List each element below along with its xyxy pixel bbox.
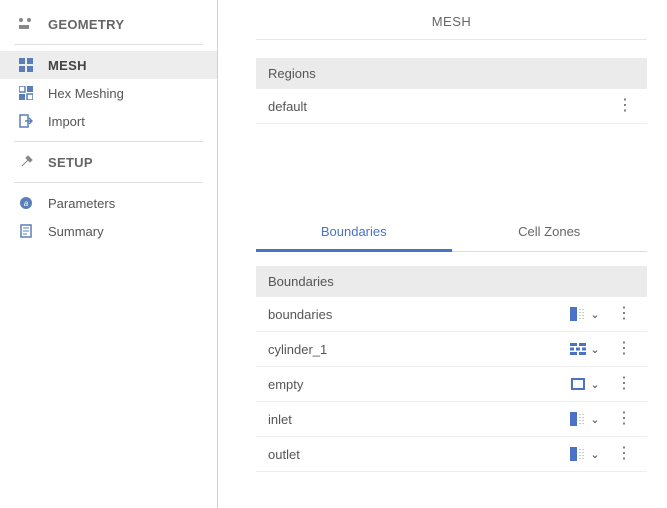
sidebar-parameters-label: Parameters <box>48 196 115 211</box>
setup-icon <box>16 154 36 170</box>
sidebar-item-parameters[interactable]: a Parameters <box>0 189 217 217</box>
boundary-label: outlet <box>268 447 561 462</box>
chevron-down-icon: ⌄ <box>590 378 599 391</box>
sidebar-import-label: Import <box>48 114 85 129</box>
parameters-icon: a <box>16 195 36 211</box>
tab-cell-zones[interactable]: Cell Zones <box>452 214 648 251</box>
boundaries-header: Boundaries <box>256 266 647 297</box>
boundary-row[interactable]: outlet ⌄ ⋮ <box>256 437 647 472</box>
sidebar-item-hex-meshing[interactable]: Hex Meshing <box>0 79 217 107</box>
import-icon <box>16 113 36 129</box>
summary-icon <box>16 223 36 239</box>
patch-icon <box>570 412 586 426</box>
sidebar-item-summary[interactable]: Summary <box>0 217 217 245</box>
boundary-label: boundaries <box>268 307 561 322</box>
boundary-row[interactable]: cylinder_1 ⌄ ⋮ <box>256 332 647 367</box>
sidebar-setup-label: SETUP <box>48 155 93 170</box>
more-icon[interactable]: ⋮ <box>609 411 639 427</box>
page-title: MESH <box>256 0 647 40</box>
sidebar-mesh-label: MESH <box>48 58 87 73</box>
chevron-down-icon: ⌄ <box>590 413 599 426</box>
boundary-type-selector[interactable]: ⌄ <box>561 332 609 367</box>
sidebar-item-geometry[interactable]: GEOMETRY <box>0 10 217 38</box>
patch-icon <box>570 447 586 461</box>
main-panel: MESH Regions default ⋮ Boundaries Cell Z… <box>218 0 667 508</box>
boundary-type-selector[interactable]: ⌄ <box>561 367 609 402</box>
chevron-down-icon: ⌄ <box>590 343 599 356</box>
sidebar-summary-label: Summary <box>48 224 104 239</box>
sidebar-item-mesh[interactable]: MESH <box>0 51 217 79</box>
boundary-label: inlet <box>268 412 561 427</box>
mesh-icon <box>16 57 36 73</box>
chevron-down-icon: ⌄ <box>590 448 599 461</box>
boundary-type-selector[interactable]: ⌄ <box>561 437 609 472</box>
chevron-down-icon: ⌄ <box>590 308 599 321</box>
empty-icon <box>570 377 586 391</box>
boundary-row[interactable]: boundaries ⌄ ⋮ <box>256 297 647 332</box>
sidebar-item-setup[interactable]: SETUP <box>0 148 217 176</box>
more-icon[interactable]: ⋮ <box>609 376 639 392</box>
tabs: Boundaries Cell Zones <box>256 214 647 252</box>
boundary-row[interactable]: inlet ⌄ ⋮ <box>256 402 647 437</box>
more-icon[interactable]: ⋮ <box>609 306 639 322</box>
sidebar: GEOMETRY MESH Hex Meshing Import SETUP a… <box>0 0 218 508</box>
sidebar-hex-meshing-label: Hex Meshing <box>48 86 124 101</box>
sidebar-item-import[interactable]: Import <box>0 107 217 135</box>
patch-icon <box>570 307 586 321</box>
regions-header: Regions <box>256 58 647 89</box>
tab-boundaries[interactable]: Boundaries <box>256 214 452 252</box>
boundary-type-selector[interactable]: ⌄ <box>561 402 609 437</box>
divider <box>14 44 203 45</box>
region-row[interactable]: default ⋮ <box>256 89 647 124</box>
boundary-label: empty <box>268 377 561 392</box>
more-icon[interactable]: ⋮ <box>609 446 639 462</box>
wall-icon <box>570 342 586 356</box>
region-label: default <box>268 99 615 114</box>
boundary-type-selector[interactable]: ⌄ <box>561 297 609 332</box>
svg-text:a: a <box>24 199 29 208</box>
more-icon[interactable]: ⋮ <box>609 341 639 357</box>
divider <box>14 182 203 183</box>
hex-meshing-icon <box>16 85 36 101</box>
sidebar-geometry-label: GEOMETRY <box>48 17 124 32</box>
boundary-label: cylinder_1 <box>268 342 561 357</box>
divider <box>14 141 203 142</box>
more-icon[interactable]: ⋮ <box>615 98 635 114</box>
boundary-row[interactable]: empty ⌄ ⋮ <box>256 367 647 402</box>
geometry-icon <box>16 16 36 32</box>
